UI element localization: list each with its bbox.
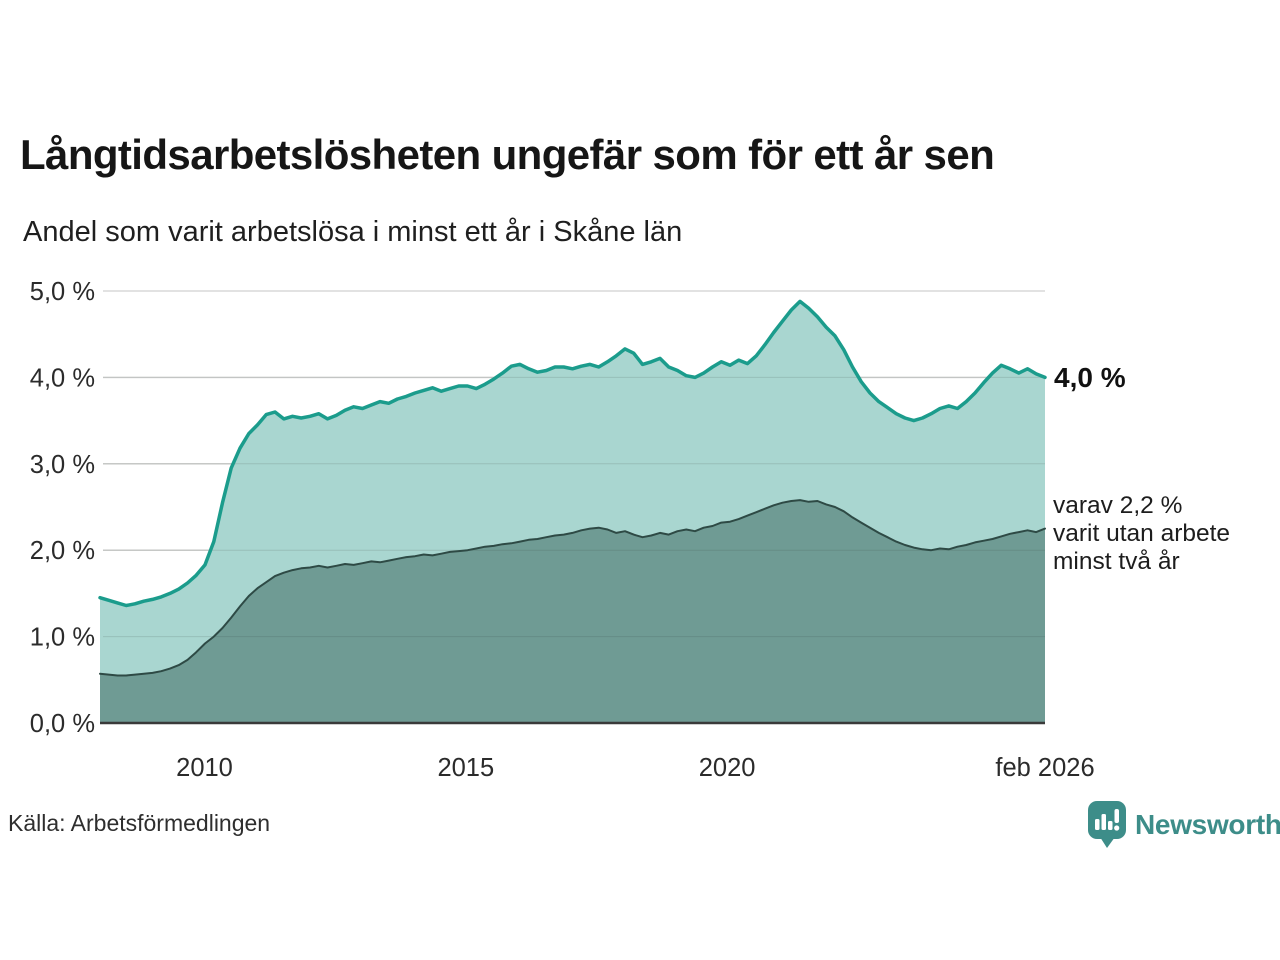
x-tick-label: 2020 [699, 754, 756, 782]
series-end-label-total: 4,0 % [1054, 362, 1126, 393]
x-tick-label: 2010 [176, 754, 233, 782]
y-tick-label: 4,0 % [30, 364, 95, 392]
y-tick-label: 0,0 % [30, 710, 95, 738]
series-end-label-two-plus: varav 2,2 % varit utan arbete minst två … [1053, 492, 1231, 575]
x-tick-label: feb 2026 [995, 754, 1094, 782]
chart-subtitle: Andel som varit arbetslösa i minst ett å… [23, 216, 683, 248]
line-total [98, 299, 1047, 608]
x-tick-label: 2015 [437, 754, 494, 782]
brand-name: Newsworthy [1135, 808, 1280, 840]
bar-chart-bubble-icon [1088, 801, 1126, 848]
y-tick-label: 1,0 % [30, 624, 95, 652]
chart-title: Långtidsarbetslösheten ungefär som för e… [20, 131, 995, 178]
line-two-plus [99, 499, 1046, 677]
source-text: Källa: Arbetsförmedlingen [8, 810, 271, 836]
y-tick-label: 2,0 % [30, 537, 95, 565]
y-tick-label: 3,0 % [30, 451, 95, 479]
area-two-plus [100, 500, 1045, 723]
y-tick-label: 5,0 % [30, 278, 95, 306]
brand-logo: Newsworthy [1087, 800, 1280, 849]
